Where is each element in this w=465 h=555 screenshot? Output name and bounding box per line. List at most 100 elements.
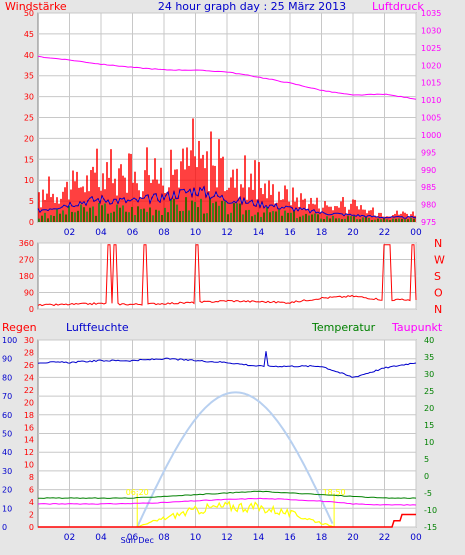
wind-y-tick-label: 40 xyxy=(24,51,34,60)
wind-y-tick-label: 50 xyxy=(24,9,34,18)
x-tick-label: 10 xyxy=(190,533,202,543)
pressure-y-tick-label: 1020 xyxy=(421,61,441,70)
wind-y-tick-label: 35 xyxy=(24,72,34,81)
humidity-y-tick-label: 20 xyxy=(2,486,12,495)
x-tick-label: 12 xyxy=(221,228,232,238)
humidity-y-tick-label: 90 xyxy=(2,355,12,364)
x-tick-label: 00 xyxy=(410,228,422,238)
compass-label: S xyxy=(434,270,441,283)
humidity-y-tick-label: 10 xyxy=(2,504,12,513)
temperature-y-tick-label: -15 xyxy=(424,523,437,532)
wind-speed-line xyxy=(37,185,417,219)
rain-line xyxy=(38,513,416,528)
compass-label: O xyxy=(434,287,443,300)
pressure-y-tick-label: 1025 xyxy=(421,44,441,53)
rain-y-tick-label: 18 xyxy=(24,411,34,420)
rain-y-tick-label: 6 xyxy=(29,486,34,495)
x-tick-label: 20 xyxy=(347,228,359,238)
wind-y-tick-label: 15 xyxy=(24,155,34,164)
temperature-y-tick-label: -5 xyxy=(424,489,432,498)
x-tick-label: 08 xyxy=(158,533,170,543)
x-tick-label: 04 xyxy=(95,533,107,543)
x-tick-label: 12 xyxy=(221,533,232,543)
direction-y-tick-label: 360 xyxy=(19,239,34,248)
x-tick-label: 02 xyxy=(64,533,75,543)
x-tick-label: 18 xyxy=(316,533,328,543)
pressure-y-tick-label: 985 xyxy=(421,183,436,192)
wind-y-tick-label: 45 xyxy=(24,30,34,39)
compass-label: W xyxy=(434,254,445,267)
wind-y-tick-label: 0 xyxy=(29,218,34,227)
pressure-line xyxy=(37,55,417,100)
rain-y-tick-label: 28 xyxy=(24,348,34,357)
rain-y-tick-label: 0 xyxy=(29,523,34,532)
x-tick-label: 18 xyxy=(316,228,328,238)
temperature-y-tick-label: -10 xyxy=(424,506,437,515)
temperature-y-tick-label: 20 xyxy=(424,404,434,413)
rain-y-tick-label: 30 xyxy=(24,336,34,345)
x-tick-label: 00 xyxy=(410,533,422,543)
humidity-y-tick-label: 50 xyxy=(2,430,12,439)
x-tick-label: 16 xyxy=(284,228,296,238)
wind-direction-line xyxy=(37,244,417,307)
temperature-y-tick-label: 0 xyxy=(424,472,429,481)
humidity-y-tick-label: 80 xyxy=(2,373,12,382)
sun-dec-label: Sun Dec xyxy=(121,536,154,545)
luftdruck-label: Luftdruck xyxy=(372,0,424,13)
temperature-y-tick-label: 30 xyxy=(424,370,434,379)
regen-label: Regen xyxy=(2,321,37,334)
rain-y-tick-label: 16 xyxy=(24,423,34,432)
humidity-line xyxy=(37,351,417,378)
rain-y-tick-label: 20 xyxy=(24,398,34,407)
x-tick-label: 20 xyxy=(347,533,359,543)
rain-y-tick-label: 12 xyxy=(24,448,34,457)
luftfeuchte-label: Luftfeuchte xyxy=(66,321,129,334)
solar-radiation-line xyxy=(137,500,334,528)
humidity-y-tick-label: 100 xyxy=(2,336,17,345)
wind-y-tick-label: 5 xyxy=(29,197,34,206)
chart-title: 24 hour graph day : 25 März 2013 xyxy=(158,0,346,13)
sun-marker-label: 18:50 xyxy=(323,488,346,497)
pressure-y-tick-label: 1005 xyxy=(421,114,441,123)
direction-y-tick-label: 180 xyxy=(19,272,34,281)
x-tick-label: 16 xyxy=(284,533,296,543)
humidity-y-tick-label: 40 xyxy=(2,448,12,457)
x-tick-label: 10 xyxy=(190,228,202,238)
x-tick-label: 04 xyxy=(95,228,107,238)
humidity-y-tick-label: 70 xyxy=(2,392,12,401)
pressure-y-tick-label: 995 xyxy=(421,148,436,157)
temperature-y-tick-label: 40 xyxy=(424,336,434,345)
x-tick-label: 02 xyxy=(64,228,75,238)
x-tick-label: 14 xyxy=(253,533,265,543)
sun-marker-label: 06:20 xyxy=(126,488,149,497)
temperature-line xyxy=(38,490,417,499)
compass-label: N xyxy=(434,237,442,250)
x-tick-label: 14 xyxy=(253,228,265,238)
rain-y-tick-label: 24 xyxy=(24,373,34,382)
pressure-y-tick-label: 980 xyxy=(421,201,436,210)
x-tick-label: 08 xyxy=(158,228,170,238)
pressure-y-tick-label: 975 xyxy=(421,218,436,227)
compass-label: N xyxy=(434,303,442,316)
rain-y-tick-label: 22 xyxy=(24,386,34,395)
rain-y-tick-label: 10 xyxy=(24,461,34,470)
temperature-y-tick-label: 5 xyxy=(424,455,429,464)
wind-y-tick-label: 10 xyxy=(24,176,34,185)
rain-y-tick-label: 26 xyxy=(24,361,34,370)
taupunkt-label: Taupunkt xyxy=(391,321,443,334)
rain-y-tick-label: 14 xyxy=(24,436,34,445)
temperature-y-tick-label: 10 xyxy=(424,438,434,447)
pressure-y-tick-label: 1030 xyxy=(421,26,441,35)
humidity-y-tick-label: 30 xyxy=(2,467,12,476)
pressure-y-tick-label: 1035 xyxy=(421,9,441,18)
direction-y-tick-label: 0 xyxy=(29,305,34,314)
humidity-y-tick-label: 0 xyxy=(2,523,7,532)
sun-path-arc xyxy=(136,391,334,528)
pressure-y-tick-label: 1015 xyxy=(421,79,441,88)
temperature-y-tick-label: 25 xyxy=(424,387,434,396)
temperatur-label: Temperatur xyxy=(311,321,376,334)
x-tick-label: 06 xyxy=(127,228,139,238)
humidity-y-tick-label: 60 xyxy=(2,411,12,420)
